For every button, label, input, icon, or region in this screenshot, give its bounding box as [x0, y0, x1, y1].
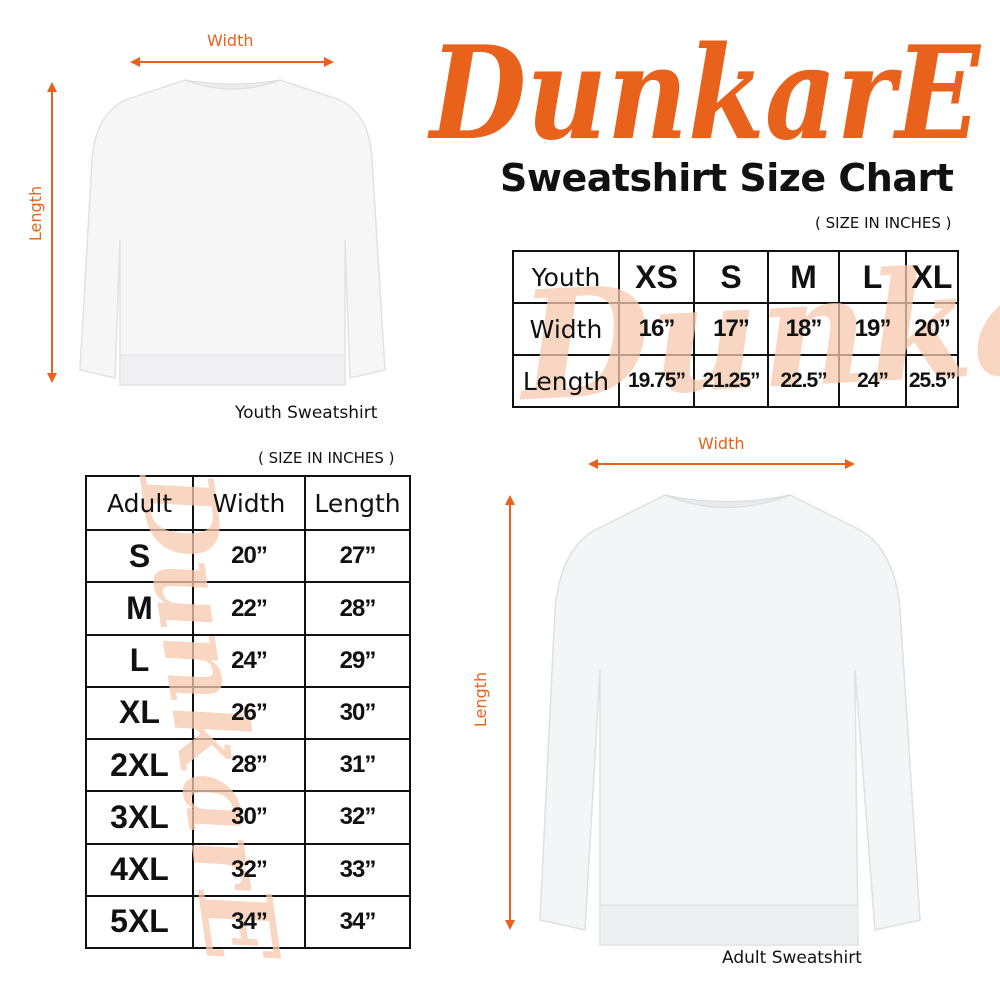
table-cell: 17” [693, 302, 769, 356]
table-row: 3XL 30” 32” [85, 790, 411, 845]
svg-text:DunkarE: DunkarE [427, 19, 981, 160]
table-cell: 18” [767, 302, 840, 356]
table-row: Adult Width Length [85, 474, 411, 532]
table-row: Width 16” 17” 18” 19” 20” [512, 302, 959, 356]
header-cell: Width [192, 474, 306, 532]
header-cell: M [767, 250, 840, 304]
row-label: Width [512, 302, 620, 356]
size-label: L [85, 633, 194, 688]
adult-units-note: ( SIZE IN INCHES ) [258, 449, 395, 467]
youth-length-label: Length [26, 185, 46, 242]
header-cell: Youth [512, 250, 620, 304]
table-cell: 22.5” [767, 354, 840, 408]
size-label: 3XL [85, 790, 194, 845]
table-cell: 24” [838, 354, 907, 408]
table-row: 2XL 28” 31” [85, 738, 411, 793]
page-title: Sweatshirt Size Chart [500, 156, 954, 200]
table-cell: 28” [304, 581, 411, 636]
table-row: S 20” 27” [85, 529, 411, 584]
table-row: XL 26” 30” [85, 685, 411, 741]
header-cell: XS [618, 250, 695, 304]
table-row: 4XL 32” 33” [85, 842, 411, 897]
youth-width-label: Width [207, 31, 254, 50]
table-cell: 28” [192, 738, 306, 793]
youth-sweatshirt-image [79, 79, 386, 386]
table-row: Length 19.75” 21.25” 22.5” 24” 25.5” [512, 354, 959, 408]
table-cell: 16” [618, 302, 695, 356]
table-row: M 22” 28” [85, 581, 411, 636]
youth-size-table: Youth XS S M L XL Width 16” 17” 18” 19” … [512, 250, 959, 408]
table-row: Youth XS S M L XL [512, 250, 959, 304]
adult-width-label: Width [698, 434, 745, 453]
adult-caption: Adult Sweatshirt [722, 948, 862, 968]
table-cell: 22” [192, 581, 306, 636]
table-cell: 29” [304, 633, 411, 688]
table-row: 5XL 34” 34” [85, 894, 411, 950]
youth-units-note: ( SIZE IN INCHES ) [815, 214, 952, 232]
header-cell: Adult [85, 474, 194, 532]
header-cell: Length [304, 474, 411, 532]
table-row: L 24” 29” [85, 633, 411, 688]
size-label: XL [85, 685, 194, 741]
adult-length-label: Length [471, 671, 491, 728]
table-cell: 21.25” [693, 354, 769, 408]
size-label: S [85, 529, 194, 584]
size-label: M [85, 581, 194, 636]
table-cell: 31” [304, 738, 411, 793]
table-cell: 30” [192, 790, 306, 845]
row-label: Length [512, 354, 620, 408]
table-cell: 19” [838, 302, 907, 356]
table-cell: 24” [192, 633, 306, 688]
header-cell: XL [905, 250, 959, 304]
table-cell: 26” [192, 685, 306, 741]
size-label: 4XL [85, 842, 194, 897]
table-cell: 20” [905, 302, 959, 356]
table-cell: 30” [304, 685, 411, 741]
table-cell: 34” [192, 894, 306, 950]
header-cell: S [693, 250, 769, 304]
size-label: 5XL [85, 894, 194, 950]
table-cell: 27” [304, 529, 411, 584]
table-cell: 25.5” [905, 354, 959, 408]
table-cell: 20” [192, 529, 306, 584]
adult-size-table: Adult Width Length S 20” 27” M 22” 28” L 24” 29”… [85, 474, 411, 950]
table-cell: 34” [304, 894, 411, 950]
size-label: 2XL [85, 738, 194, 793]
table-cell: 33” [304, 842, 411, 897]
youth-caption: Youth Sweatshirt [235, 403, 378, 423]
adult-sweatshirt-image [539, 494, 921, 946]
brand-logo: DunkarE [427, 19, 981, 160]
header-cell: L [838, 250, 907, 304]
table-cell: 19.75” [618, 354, 695, 408]
table-cell: 32” [192, 842, 306, 897]
table-cell: 32” [304, 790, 411, 845]
